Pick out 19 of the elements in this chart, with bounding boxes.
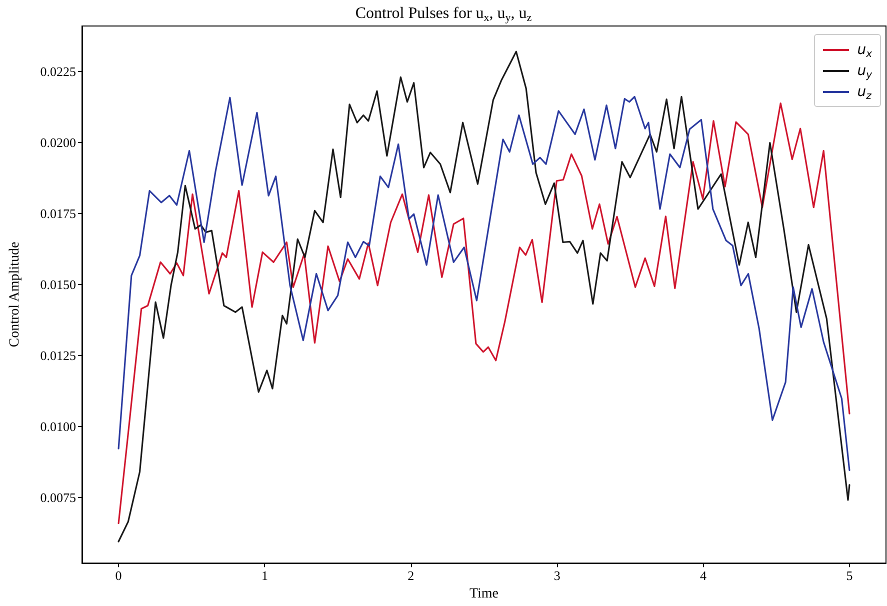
x-tick-label: 1 <box>261 568 268 584</box>
x-tick-label: 3 <box>554 568 560 584</box>
chart-title: Control Pulses for u$_{x}$, u$_{y}$, u$_{z}$ <box>354 4 533 24</box>
legend-label: u$_{z}$ <box>857 84 872 102</box>
y-tick-label: 0.0125 <box>40 348 76 364</box>
y-tick-label: 0.0075 <box>40 490 76 506</box>
x-tick-label: 4 <box>700 568 708 584</box>
y-tick-label: 0.0225 <box>40 64 76 79</box>
y-tick-label: 0.0100 <box>40 419 76 434</box>
x-axis-title: Time <box>469 586 499 602</box>
y-axis-title: Control Amplitude <box>8 242 22 348</box>
y-tick-label: 0.0200 <box>40 135 76 150</box>
x-tick-label: 2 <box>408 568 414 584</box>
x-tick-label: 5 <box>846 568 853 584</box>
y-tick-label: 0.0150 <box>40 277 76 292</box>
y-tick-label: 0.0175 <box>40 206 76 222</box>
legend-label: u$_{x}$ <box>857 42 872 60</box>
x-tick-label: 0 <box>115 568 122 584</box>
legend-label: u$_{y}$ <box>857 62 872 80</box>
